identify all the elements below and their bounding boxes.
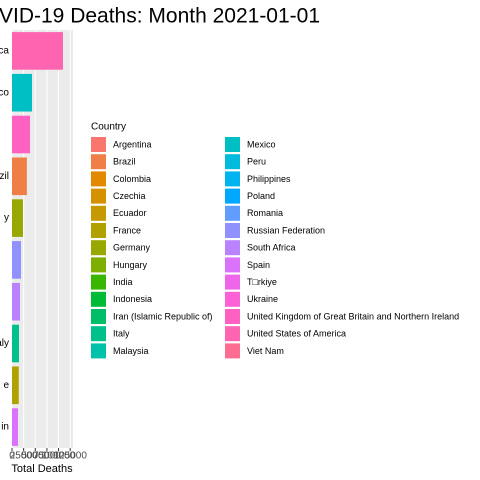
legend-key (225, 188, 240, 204)
bar (12, 408, 19, 446)
legend-key (91, 205, 106, 221)
legend-key (225, 171, 240, 187)
legend-key (91, 223, 106, 238)
bar (12, 324, 19, 363)
bar (12, 241, 21, 279)
legend-label: United Kingdom of Great Britain and Nort… (247, 311, 459, 321)
x-tick-label: 0 (9, 451, 15, 462)
legend-title: Country (91, 122, 126, 133)
legend-label: Czechia (113, 191, 146, 201)
legend-key (91, 274, 106, 290)
legend-key (225, 240, 240, 256)
legend-key (91, 326, 106, 342)
legend-label: Ecuador (113, 208, 147, 218)
legend-key (225, 223, 240, 238)
legend-label: Romania (247, 208, 283, 218)
legend-label: Germany (113, 243, 151, 253)
legend-key (225, 154, 240, 170)
legend-label: France (113, 225, 141, 235)
legend-key (91, 291, 106, 307)
legend-label: Argentina (113, 139, 152, 149)
legend-label: Poland (247, 191, 275, 201)
y-tick-label: exico (0, 87, 9, 98)
legend-key (91, 240, 106, 256)
legend-key (91, 171, 106, 187)
legend-label: Peru (247, 157, 266, 167)
legend-key (225, 205, 240, 221)
legend-label: Mexico (247, 139, 276, 149)
x-tick-label: 125000 (54, 451, 88, 462)
legend-label: United States of America (247, 329, 346, 339)
legend-key (225, 326, 240, 342)
legend-key (225, 274, 240, 290)
x-tick-label: 50000 (21, 451, 49, 462)
legend-key (225, 343, 240, 359)
bar (12, 32, 63, 70)
x-tick-label: 25000 (10, 451, 38, 462)
y-tick-label: e (3, 380, 9, 391)
legend-label: South Africa (247, 243, 296, 253)
x-tick-label: 100000 (42, 451, 76, 462)
legend-label: Spain (247, 260, 270, 270)
legend-label: Hungary (113, 260, 148, 270)
legend-key (225, 309, 240, 324)
legend-label: Italy (113, 329, 130, 339)
chart-title: VID-19 Deaths: Month 2021-01-01 (0, 5, 320, 28)
legend-key (91, 154, 106, 170)
legend-key (91, 257, 106, 273)
x-tick-label: 75000 (33, 451, 61, 462)
bar (12, 199, 23, 237)
y-tick-label: aly (0, 338, 9, 349)
legend-label: Ukraine (247, 294, 278, 304)
legend-key (225, 257, 240, 273)
bar (12, 157, 27, 196)
bar (12, 282, 21, 321)
y-tick-label: in (1, 422, 9, 433)
legend-label: Viet Nam (247, 346, 284, 356)
bar (12, 366, 19, 405)
bar (12, 115, 31, 154)
bar (12, 73, 33, 112)
legend-label: Iran (Islamic Republic of) (113, 311, 213, 321)
legend-key (225, 291, 240, 307)
y-tick-label: y (4, 213, 9, 224)
legend-label: T□rkiye (247, 277, 277, 287)
legend-label: Brazil (113, 157, 136, 167)
y-tick-label: razil (0, 171, 9, 182)
legend-key (225, 137, 240, 152)
y-tick-label: rica (0, 46, 9, 57)
legend-label: Russian Federation (247, 225, 325, 235)
legend-key (91, 309, 106, 324)
legend-key (91, 343, 106, 359)
legend-label: Malaysia (113, 346, 149, 356)
x-axis-title: Total Deaths (11, 463, 73, 475)
legend-label: Philippines (247, 174, 291, 184)
legend-key (91, 188, 106, 204)
legend-key (91, 137, 106, 152)
legend-label: Indonesia (113, 294, 152, 304)
legend-label: Colombia (113, 174, 151, 184)
legend-label: India (113, 277, 133, 287)
